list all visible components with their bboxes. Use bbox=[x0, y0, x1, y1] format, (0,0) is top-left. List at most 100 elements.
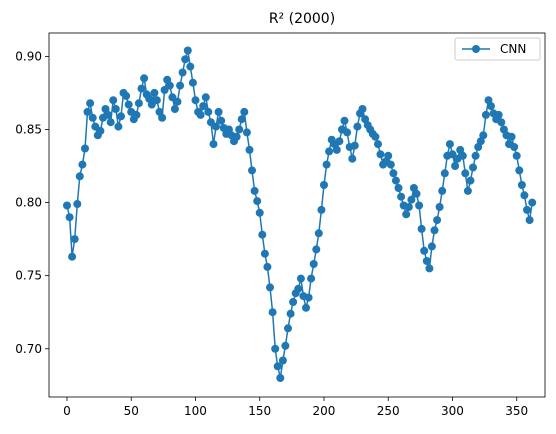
data-point bbox=[289, 298, 298, 306]
data-point bbox=[512, 151, 521, 160]
data-point bbox=[204, 107, 213, 116]
data-point bbox=[525, 216, 534, 225]
data-point bbox=[109, 96, 118, 105]
data-point bbox=[510, 143, 519, 151]
data-point bbox=[430, 226, 439, 235]
data-point bbox=[134, 99, 143, 108]
data-point bbox=[389, 169, 398, 178]
data-point bbox=[384, 151, 393, 160]
data-point bbox=[350, 141, 359, 150]
data-point bbox=[479, 131, 488, 140]
data-point bbox=[104, 110, 113, 119]
data-point bbox=[463, 186, 472, 195]
data-point bbox=[461, 169, 470, 178]
data-point bbox=[520, 191, 529, 200]
x-tick-label: 250 bbox=[377, 404, 400, 418]
data-point bbox=[209, 140, 218, 149]
data-point bbox=[412, 189, 421, 198]
data-point bbox=[433, 216, 442, 225]
data-point bbox=[235, 125, 244, 134]
data-point bbox=[394, 184, 403, 192]
data-point bbox=[302, 303, 310, 312]
data-point bbox=[150, 88, 159, 97]
data-point bbox=[425, 264, 434, 273]
data-point bbox=[165, 81, 174, 90]
data-point bbox=[176, 81, 185, 90]
data-point bbox=[260, 249, 269, 258]
data-point bbox=[325, 147, 334, 156]
x-tick-label: 0 bbox=[63, 404, 71, 418]
data-point bbox=[124, 100, 133, 109]
data-point bbox=[170, 105, 179, 113]
data-point bbox=[523, 205, 531, 214]
legend[interactable]: CNN bbox=[454, 37, 541, 61]
data-point bbox=[404, 203, 413, 211]
data-point bbox=[353, 122, 362, 131]
data-point bbox=[276, 374, 285, 382]
data-point bbox=[253, 197, 262, 206]
data-point bbox=[487, 102, 495, 111]
data-point bbox=[422, 257, 431, 265]
y-tick-label: 0.70 bbox=[15, 342, 42, 356]
data-point bbox=[312, 245, 321, 254]
data-point bbox=[335, 137, 344, 146]
data-point bbox=[255, 208, 264, 217]
data-point bbox=[471, 151, 480, 160]
data-point bbox=[191, 96, 200, 105]
data-point bbox=[242, 128, 251, 137]
data-point bbox=[309, 260, 318, 268]
series-cnn bbox=[63, 46, 537, 382]
data-point bbox=[517, 181, 526, 189]
data-point bbox=[440, 169, 449, 178]
data-point bbox=[140, 74, 149, 83]
data-point bbox=[68, 252, 77, 261]
data-point bbox=[271, 344, 280, 353]
data-point bbox=[258, 230, 267, 239]
data-point bbox=[65, 213, 74, 222]
data-point bbox=[199, 102, 208, 111]
x-tick-label: 100 bbox=[184, 404, 207, 418]
data-point bbox=[88, 113, 97, 122]
data-point bbox=[183, 46, 192, 55]
data-point bbox=[294, 284, 303, 293]
data-point bbox=[201, 93, 210, 102]
data-point bbox=[451, 162, 460, 170]
data-point bbox=[528, 198, 537, 207]
data-point bbox=[81, 144, 89, 153]
data-point bbox=[268, 308, 277, 317]
data-point bbox=[458, 151, 467, 160]
x-tick-label: 150 bbox=[248, 404, 271, 418]
data-point bbox=[376, 150, 385, 159]
x-tick-label: 200 bbox=[313, 404, 336, 418]
data-point bbox=[391, 176, 400, 185]
x-tick-label: 300 bbox=[441, 404, 464, 418]
data-point bbox=[445, 140, 454, 149]
data-point bbox=[96, 126, 105, 135]
data-point bbox=[278, 356, 287, 365]
data-point bbox=[273, 362, 282, 371]
data-point bbox=[137, 84, 146, 93]
data-point bbox=[186, 62, 195, 71]
data-point bbox=[348, 154, 357, 163]
data-point bbox=[188, 78, 197, 87]
data-point bbox=[466, 176, 475, 185]
data-point bbox=[314, 229, 323, 238]
data-point bbox=[469, 163, 477, 172]
data-point bbox=[114, 122, 123, 131]
data-point bbox=[181, 55, 190, 64]
plot-frame bbox=[48, 32, 546, 398]
data-point bbox=[296, 274, 305, 283]
legend-marker-icon bbox=[472, 45, 480, 53]
data-point bbox=[481, 110, 490, 119]
data-point bbox=[178, 68, 187, 77]
data-point bbox=[152, 96, 161, 105]
data-point bbox=[515, 166, 524, 175]
data-point bbox=[132, 110, 141, 119]
data-point bbox=[196, 110, 205, 119]
data-point bbox=[106, 118, 115, 127]
data-point bbox=[286, 309, 295, 318]
data-point bbox=[263, 262, 272, 271]
data-point bbox=[374, 140, 382, 149]
data-point bbox=[237, 115, 246, 124]
